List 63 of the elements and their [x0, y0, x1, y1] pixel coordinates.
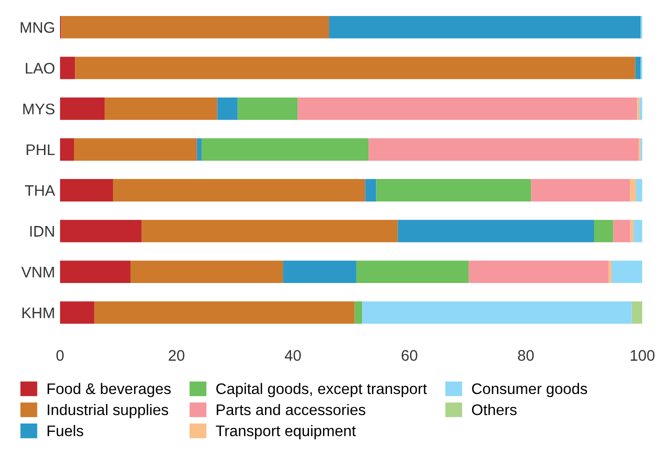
- bar: [142, 220, 398, 242]
- bar: [354, 301, 362, 324]
- legend-label: Parts and accessories: [216, 404, 366, 416]
- y-tick-label: PHL: [26, 144, 55, 156]
- bar: [531, 179, 630, 202]
- y-tick-label: IDN: [30, 226, 54, 237]
- y-tick-label: VNM: [21, 266, 54, 278]
- legend-label: Transport equipment: [216, 425, 356, 440]
- bar: [329, 16, 641, 38]
- bar: [613, 220, 630, 242]
- bar: [376, 179, 532, 202]
- bar: [398, 220, 594, 242]
- bar: [61, 16, 330, 38]
- bar: [60, 138, 74, 161]
- bar: [356, 260, 469, 284]
- bar: [611, 260, 642, 284]
- x-tick-label: 80: [518, 350, 534, 361]
- x-tick-label: 100: [630, 350, 654, 361]
- bar: [113, 179, 366, 202]
- y-tick-label: KHM: [22, 308, 54, 318]
- bar: [608, 260, 612, 284]
- legend-label: Consumer goods: [472, 382, 588, 398]
- legend-label: Food & beverages: [48, 382, 171, 398]
- bar: [632, 301, 642, 324]
- bar: [202, 138, 369, 161]
- legend-label: Industrial supplies: [48, 404, 168, 418]
- bar: [60, 56, 76, 80]
- x-tick-label: 0: [56, 350, 64, 361]
- bar: [362, 301, 632, 324]
- y-tick-label: LAO: [26, 62, 54, 74]
- bar: [636, 179, 642, 202]
- bar: [130, 260, 284, 284]
- bar: [594, 220, 614, 242]
- x-tick-label: 40: [284, 350, 301, 361]
- bar: [238, 98, 298, 120]
- legend-label: Others: [472, 404, 517, 416]
- bar: [60, 260, 130, 284]
- legend-label: Fuels: [48, 425, 84, 436]
- bar: [60, 301, 94, 324]
- bar: [104, 98, 218, 120]
- bar: [94, 301, 355, 324]
- legend-label: Capital goods, except transport: [216, 382, 427, 398]
- bar: [298, 98, 638, 120]
- y-tick-label: MYS: [23, 104, 54, 114]
- y-tick-label: THA: [24, 185, 56, 196]
- x-tick-label: 60: [402, 350, 418, 361]
- bar: [196, 138, 202, 161]
- bar: [74, 138, 197, 161]
- bar: [60, 220, 142, 242]
- bar: [630, 220, 634, 242]
- bar: [60, 179, 114, 202]
- bar: [365, 179, 376, 202]
- bar: [468, 260, 609, 284]
- bar: [60, 98, 105, 120]
- bar: [283, 260, 356, 284]
- bar: [634, 220, 642, 242]
- bar: [368, 138, 639, 161]
- x-tick-label: 20: [168, 350, 184, 361]
- bar: [635, 56, 641, 80]
- bar: [630, 179, 636, 202]
- bar: [217, 98, 238, 120]
- y-tick-label: MNG: [20, 22, 54, 33]
- bar: [75, 56, 636, 80]
